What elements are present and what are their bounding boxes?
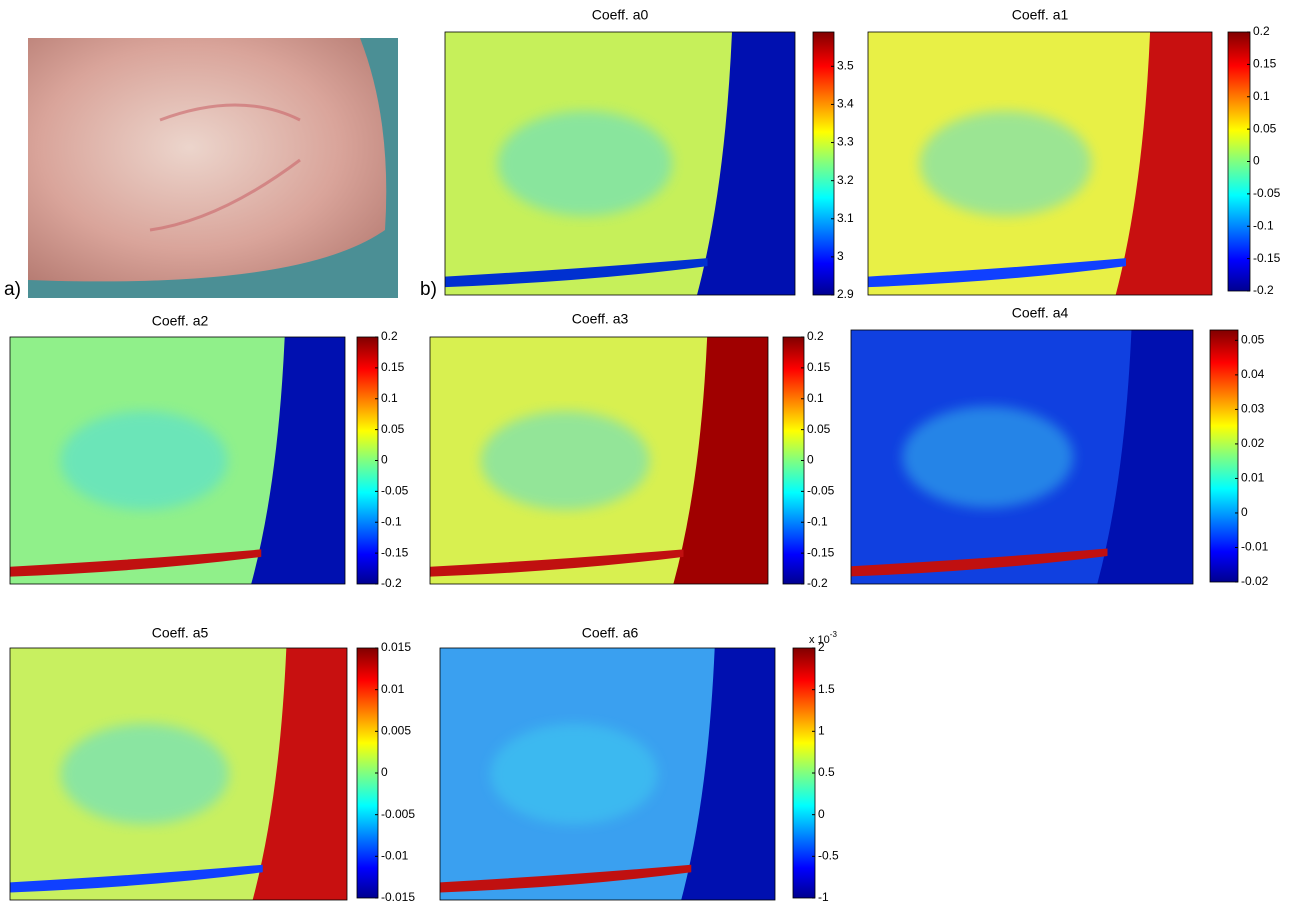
colorbar-tick-label: 2.9 xyxy=(837,287,854,301)
colorbar-tick-label: 3 xyxy=(837,249,844,263)
heatmap-image xyxy=(902,406,1073,508)
colorbar-tick-label: -1 xyxy=(818,890,829,903)
heatmap-panel: Coeff. a1 -0.2 -0.15 -0.1 -0.05 0 0.05 0.1 0.15 0… xyxy=(868,7,1281,297)
colorbar-tick-label: 0 xyxy=(381,453,388,467)
heatmap-panel: Coeff. a2 -0.2 -0.15 -0.1 -0.05 0 0.05 0.1 0.15 0… xyxy=(10,313,409,590)
colorbar-tick-label: 0.2 xyxy=(381,329,398,343)
colorbar-tick-label: 0.1 xyxy=(381,391,398,405)
colorbar-tick-label: 0.2 xyxy=(1253,24,1270,38)
photo xyxy=(28,38,398,298)
colorbar-tick-label: -0.2 xyxy=(381,576,402,590)
colorbar-tick-label: 0.05 xyxy=(1253,121,1277,135)
colorbar-tick-label: -0.1 xyxy=(381,514,402,528)
scale-exponent: -3 xyxy=(830,630,838,639)
figure: a) b) Coeff. a02.933.13.23.33.43.5Coeff.… xyxy=(0,0,1304,903)
colorbar-tick-label: 0 xyxy=(1241,505,1248,519)
colorbar-tick-label: 0.05 xyxy=(807,422,831,436)
panel-title: Coeff. a2 xyxy=(152,313,209,329)
colorbar-tick-label: -0.05 xyxy=(1253,186,1281,200)
heatmap-panel: Coeff. a6-1-0.500.511.52x 10-3 xyxy=(440,625,839,903)
colorbar-tick-label: -0.015 xyxy=(381,890,415,903)
colorbar-tick-label: 0.2 xyxy=(807,329,824,343)
colorbar-tick-label: 0.15 xyxy=(807,360,831,374)
colorbar xyxy=(357,337,378,584)
colorbar xyxy=(783,337,804,584)
panel-title: Coeff. a4 xyxy=(1012,305,1069,321)
colorbar-tick-label: 0.5 xyxy=(818,765,835,779)
panel-title: Coeff. a3 xyxy=(572,311,629,327)
colorbar-tick-label: 1 xyxy=(818,724,825,738)
colorbar xyxy=(1228,32,1250,291)
colorbar-tick-label: 0.015 xyxy=(381,640,411,654)
panel-title: Coeff. a6 xyxy=(582,625,639,641)
colorbar-tick-label: 3.5 xyxy=(837,58,854,72)
colorbar-tick-label: 0.03 xyxy=(1241,402,1265,416)
panel-label: a) xyxy=(4,279,21,300)
colorbar-tick-label: 0.1 xyxy=(807,391,824,405)
panel-title: Coeff. a1 xyxy=(1012,7,1069,23)
colorbar-tick-label: 0 xyxy=(381,765,388,779)
colorbar-tick-label: 3.4 xyxy=(837,97,854,111)
colorbar xyxy=(1210,330,1238,582)
panel-label: b) xyxy=(420,279,437,300)
heatmap-image xyxy=(498,111,673,216)
colorbar-tick-label: 0 xyxy=(807,453,814,467)
colorbar-tick-label: -0.15 xyxy=(381,545,409,559)
colorbar-tick-label: 3.3 xyxy=(837,135,854,149)
colorbar-tick-label: 0.02 xyxy=(1241,436,1265,450)
colorbar-tick-label: -0.5 xyxy=(818,849,839,863)
scale-base: x 10 xyxy=(809,634,830,646)
colorbar-tick-label: 0.1 xyxy=(1253,89,1270,103)
colorbar-tick-label: -0.2 xyxy=(1253,283,1274,297)
colorbar-tick-label: -0.01 xyxy=(1241,540,1269,554)
panel-title: Coeff. a0 xyxy=(592,7,649,23)
heatmap-panel: Coeff. a0 2.9 3 3.1 3.2 3.3 3.4 3.5 xyxy=(445,7,854,301)
heatmap-image xyxy=(920,111,1092,216)
colorbar-tick-label: -0.005 xyxy=(381,807,415,821)
colorbar-tick-label: -0.15 xyxy=(807,545,835,559)
colorbar xyxy=(813,32,834,295)
colorbar-tick-label: -0.01 xyxy=(381,849,409,863)
heatmap-image xyxy=(481,411,650,510)
colorbar-tick-label: -0.1 xyxy=(807,514,828,528)
heatmap-panel: Coeff. a3 -0.2 -0.15 -0.1 -0.05 0 0.05 0.1 0.15 0… xyxy=(430,311,835,590)
colorbar-tick-label: -0.05 xyxy=(381,484,409,498)
colorbar-tick-label: 0 xyxy=(818,807,825,821)
heatmap-image xyxy=(60,411,228,510)
colorbar-tick-label: 3.2 xyxy=(837,173,854,187)
colorbar-tick-label: 0.05 xyxy=(1241,333,1265,347)
colorbar-tick-label: 0.01 xyxy=(381,682,405,696)
colorbar-tick-label: 0.15 xyxy=(1253,57,1277,71)
heatmap-panel: Coeff. a4 -0.02 -0.01 0 0.01 0.02 0.03 0.04 0.05 xyxy=(851,305,1269,588)
colorbar-tick-label: 0.04 xyxy=(1241,367,1265,381)
heatmap-panel: Coeff. a5 -0.015 -0.01 -0.005 0 0.005 0.01 0.01… xyxy=(10,625,415,903)
colorbar-tick-label: 0.15 xyxy=(381,360,405,374)
colorbar-tick-label: 3.1 xyxy=(837,211,854,225)
colorbar-tick-label: -0.15 xyxy=(1253,251,1281,265)
colorbar-tick-label: 0.005 xyxy=(381,724,411,738)
colorbar-tick-label: -0.05 xyxy=(807,484,835,498)
panel-title: Coeff. a5 xyxy=(152,625,209,641)
colorbar-scale-label: x 10-3 xyxy=(809,630,837,646)
colorbar-tick-label: 1.5 xyxy=(818,682,835,696)
colorbar-tick-label: 0.01 xyxy=(1241,471,1265,485)
colorbar-tick-label: 0 xyxy=(1253,154,1260,168)
colorbar-tick-label: -0.2 xyxy=(807,576,828,590)
colorbar-tick-label: -0.02 xyxy=(1241,574,1269,588)
colorbar-tick-label: -0.1 xyxy=(1253,218,1274,232)
colorbar xyxy=(793,648,815,898)
colorbar-tick-label: 0.05 xyxy=(381,422,405,436)
colorbar xyxy=(357,648,378,898)
heatmap-image xyxy=(490,724,658,825)
heatmap-image xyxy=(61,724,230,825)
